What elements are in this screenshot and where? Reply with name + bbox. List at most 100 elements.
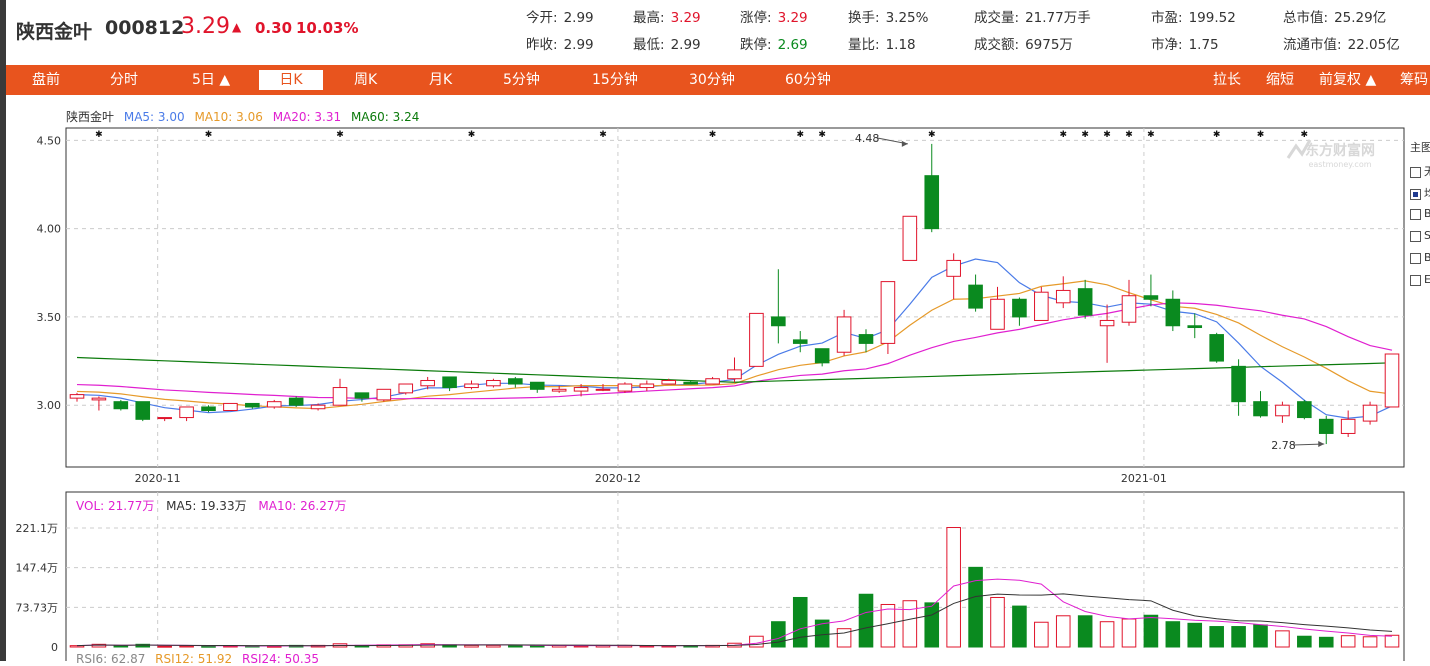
stat-label: 量比: [848, 37, 880, 53]
volume-bar [529, 645, 545, 648]
volume-bar [1253, 624, 1268, 648]
option-label: EXPMA [1424, 273, 1430, 286]
volume-tick-label: 221.1万 [16, 522, 59, 535]
indicator-option-5[interactable]: EXPMA [1410, 273, 1430, 286]
stat-0: 今开: 2.99 [526, 6, 594, 26]
stat-label: 成交量: [974, 10, 1020, 26]
candle-body [354, 392, 370, 399]
candle-body [157, 417, 172, 420]
stat-6: 换手: 3.25% [848, 6, 928, 26]
stat-13: 流通市值: 22.05亿 [1283, 33, 1400, 53]
candle-body [1165, 298, 1181, 327]
main-chart-frame [65, 127, 1405, 468]
tab-9[interactable]: 60分钟 [785, 72, 831, 88]
stat-label: 成交额: [974, 37, 1020, 53]
tab-5[interactable]: 月K [429, 72, 453, 88]
date-tick-label: 2020-11 [135, 472, 181, 485]
tool-0[interactable]: 拉长 [1213, 72, 1241, 88]
stat-value: 3.25% [885, 10, 929, 26]
stat-7: 量比: 1.18 [848, 33, 916, 53]
stat-value: 2.99 [563, 37, 594, 53]
tab-8[interactable]: 30分钟 [689, 72, 735, 88]
stat-4: 涨停: 3.29 [740, 6, 808, 26]
stat-value: 199.52 [1188, 10, 1236, 26]
candle-body [398, 383, 414, 394]
volume-ma10-line [76, 593, 1393, 647]
tool-2[interactable]: 前复权 ▲ [1319, 72, 1377, 88]
indicator-option-3[interactable]: SAR [1410, 229, 1430, 242]
stock-code: 000812 [105, 17, 185, 39]
candle-body [1121, 295, 1137, 323]
checkbox-icon[interactable] [1410, 166, 1421, 178]
price-change-percent: 10.03% [296, 19, 359, 37]
candle-body [595, 388, 611, 391]
candle-body [814, 348, 830, 364]
candle-body [836, 316, 852, 353]
tab-2[interactable]: 5日 ▲ [192, 72, 231, 88]
option-label: 无 [1424, 165, 1430, 178]
candle-body [727, 369, 742, 380]
tab-6[interactable]: 5分钟 [503, 72, 540, 88]
up-arrow-icon: ▲ [232, 20, 242, 34]
tab-7[interactable]: 15分钟 [592, 72, 638, 88]
candle-body [288, 397, 304, 406]
candle-body [486, 379, 501, 387]
volume-bar [201, 645, 216, 648]
indicator-option-0[interactable]: 无 [1410, 163, 1430, 179]
annotation-label: 2.78 [1271, 439, 1296, 452]
stat-label: 市净: [1151, 37, 1183, 53]
candle-body [529, 381, 545, 390]
volume-bar [1275, 630, 1290, 648]
volume-bar [771, 621, 786, 648]
candle-body [201, 406, 216, 411]
checkbox-icon[interactable] [1410, 230, 1421, 242]
candle-body [310, 404, 326, 410]
event-star-icon: ✱ [818, 130, 826, 140]
volume-bar [968, 566, 983, 648]
stat-value: 2.99 [670, 37, 701, 53]
checkbox-icon[interactable] [1410, 188, 1421, 200]
tab-1[interactable]: 分时 [110, 72, 138, 88]
stat-10: 市盈: 199.52 [1151, 6, 1236, 26]
price-change: 0.30 [255, 19, 293, 37]
event-star-icon: ✱ [336, 130, 344, 140]
volume-bar [1231, 626, 1246, 648]
tab-0[interactable]: 盘前 [32, 72, 60, 88]
tab-3[interactable]: 日K [259, 70, 323, 90]
left-edge-bar [0, 0, 6, 661]
event-star-icon: ✱ [1257, 130, 1265, 140]
stat-5: 跌停: 2.69 [740, 33, 808, 53]
event-star-icon: ✱ [205, 130, 213, 140]
volume-bar [1165, 621, 1181, 648]
candle-body [639, 383, 655, 389]
checkbox-icon[interactable] [1410, 252, 1421, 264]
date-tick-label: 2020-12 [595, 472, 641, 485]
candle-body [508, 378, 523, 385]
candle-body [573, 387, 589, 392]
watermark-logo-icon [1286, 139, 1312, 159]
stat-9: 成交额: 6975万 [974, 33, 1073, 53]
indicator-option-2[interactable]: BOLL [1410, 207, 1430, 220]
candle-body [661, 379, 677, 385]
volume-bar [179, 645, 194, 648]
volume-bar [924, 602, 940, 648]
checkbox-icon[interactable] [1410, 208, 1421, 220]
tab-4[interactable]: 周K [354, 72, 378, 88]
option-label: 均 [1424, 187, 1430, 200]
volume-bar [792, 596, 808, 648]
volume-bar [1034, 621, 1049, 648]
volume-bar [1340, 635, 1356, 648]
price-tick-label: 3.50 [37, 311, 62, 324]
event-star-icon: ✱ [95, 130, 103, 140]
legend-vol-ma5: MA5: 19.33万 [166, 499, 247, 513]
candle-body [617, 383, 633, 392]
period-toolbar: 盘前 分时 5日 ▲ 日K 周K 月K 5分钟 15分钟 30分钟 60分钟 拉长 缩短 前复权 ▲ 筹码 [6, 65, 1430, 95]
tool-1[interactable]: 缩短 [1266, 72, 1294, 88]
tool-3[interactable]: 筹码 [1400, 72, 1428, 88]
checkbox-icon[interactable] [1410, 274, 1421, 286]
indicator-option-4[interactable]: BBI [1410, 251, 1430, 264]
volume-bar [1143, 614, 1159, 648]
candle-body [705, 378, 720, 385]
indicator-option-1[interactable]: 均 [1410, 185, 1430, 201]
